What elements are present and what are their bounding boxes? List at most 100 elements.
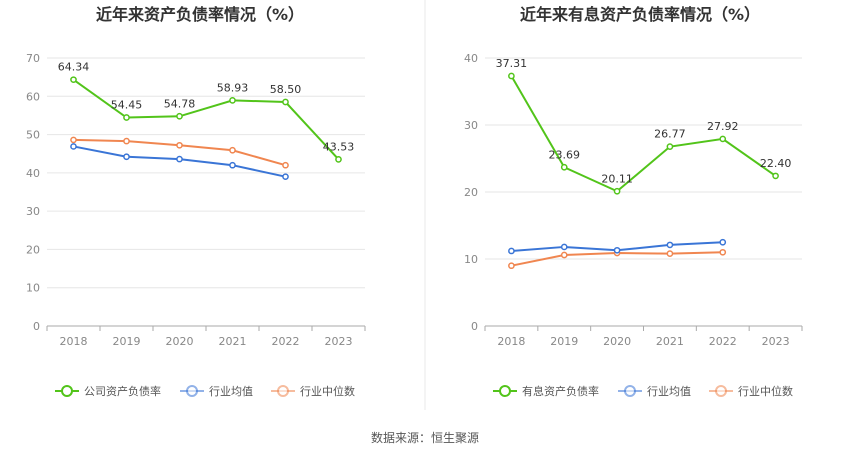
right-y-tick-label: 0 [471,320,478,333]
right-data-point [560,163,568,171]
legend-label: 行业均值 [647,385,691,398]
left-legend-item: 公司资产负债率 [55,384,161,398]
left-chart-title: 近年来资产负债率情况（%） [96,5,304,24]
right-legend-item: 有息资产负债率 [493,384,599,398]
legend-label: 行业中位数 [300,384,355,398]
right-x-tick-label: 2019 [550,335,578,348]
right-data-point [719,238,727,246]
left-data-point [282,173,289,181]
left-y-tick-label: 40 [26,167,40,180]
left-y-tick-label: 60 [26,90,40,103]
left-x-tick-label: 2018 [60,335,88,348]
left-data-point [176,112,183,120]
left-x-tick-label: 2019 [113,335,141,348]
right-x-tick-label: 2023 [762,335,790,348]
right-data-point [508,72,515,80]
left-data-label: 43.53 [323,140,355,153]
right-y-tick-label: 10 [464,253,478,266]
right-y-tick-label: 30 [464,119,478,132]
right-data-point [560,251,568,259]
right-data-label: 20.11 [601,172,633,185]
left-series-1 [70,143,289,181]
legend-label: 行业中位数 [738,384,793,398]
right-data-point [560,243,568,251]
left-data-point [229,146,236,154]
right-legend-item: 行业均值 [618,385,691,398]
right-plot-area: 0 10 20 30 40 2018 2019 2020 2021 2022 2023 有息资产负债率… [464,52,803,398]
left-y-tick-label: 0 [33,320,40,333]
left-data-point [70,136,77,144]
left-series-2 [70,136,289,169]
legend-marker-icon [186,385,198,397]
right-series-line [510,75,777,193]
left-x-tick-label: 2021 [219,335,247,348]
left-x-tick-label: 2020 [166,335,194,348]
left-y-tick-label: 70 [26,52,40,65]
left-data-point [229,161,236,169]
legend-label: 公司资产负债率 [84,384,161,398]
left-data-point [123,153,130,161]
left-plot-area: 0 10 20 30 40 50 60 70 2018 2019 2020 2021 2022 2023 公… [26,52,366,398]
left-data-point [123,114,130,121]
right-chart-title: 近年来有息资产负债率情况（%） [520,5,760,24]
left-data-point [123,137,130,145]
right-series-1 [508,238,727,255]
right-data-label: 22.40 [760,157,792,170]
left-data-label: 58.50 [270,83,302,96]
left-data-point [229,97,236,104]
left-series-0: 64.34 54.45 54.78 58.93 58.50 43.53 [58,61,355,163]
left-data-point [282,161,289,169]
left-data-point [335,155,342,163]
right-data-label: 37.31 [496,57,528,70]
left-data-label: 54.78 [164,97,196,110]
legend-marker-icon [499,385,511,397]
right-y-tick-label: 20 [464,186,478,199]
legend-label: 有息资产负债率 [522,384,599,398]
right-data-point [666,143,674,150]
left-data-point [70,143,77,150]
left-y-tick-label: 20 [26,243,40,256]
left-series-line [72,78,340,161]
left-y-tick-label: 50 [26,129,40,142]
right-data-point [666,241,674,249]
right-data-point [613,187,621,195]
right-data-label: 23.69 [549,148,581,161]
legend-label: 行业均值 [209,385,253,398]
legend-marker-icon [624,385,636,397]
left-data-point [282,98,289,106]
legend-marker-icon [277,385,289,397]
left-legend-item: 行业中位数 [271,384,355,398]
left-data-point [70,76,77,84]
right-data-point [719,135,727,143]
left-legend-item: 行业均值 [180,385,253,398]
right-data-point [613,246,621,254]
data-source-note: 数据来源：恒生聚源 [371,430,479,445]
right-data-point [508,262,515,270]
left-x-tick-label: 2022 [272,335,300,348]
left-y-tick-label: 10 [26,282,40,295]
left-data-point [176,141,183,149]
right-data-point [772,172,779,180]
left-y-tick-label: 30 [26,205,40,218]
right-data-point [719,248,727,256]
left-data-label: 58.93 [217,81,249,94]
right-x-tick-label: 2021 [656,335,684,348]
right-x-tick-label: 2022 [709,335,737,348]
left-data-label: 54.45 [111,99,143,112]
right-data-point [666,250,674,257]
right-data-label: 26.77 [654,128,686,141]
right-legend-item: 行业中位数 [709,384,793,398]
right-y-tick-label: 40 [464,52,478,65]
right-x-tick-label: 2018 [497,335,525,348]
left-x-tick-label: 2023 [325,335,353,348]
legend-marker-icon [61,385,73,397]
right-x-tick-label: 2020 [603,335,631,348]
legend-marker-icon [715,385,727,397]
right-data-point [508,247,515,255]
left-data-label: 64.34 [58,61,90,74]
right-series-0: 37.31 23.69 20.11 26.77 27.92 22.40 [496,57,792,195]
left-data-point [176,155,183,163]
right-data-label: 27.92 [707,120,739,133]
